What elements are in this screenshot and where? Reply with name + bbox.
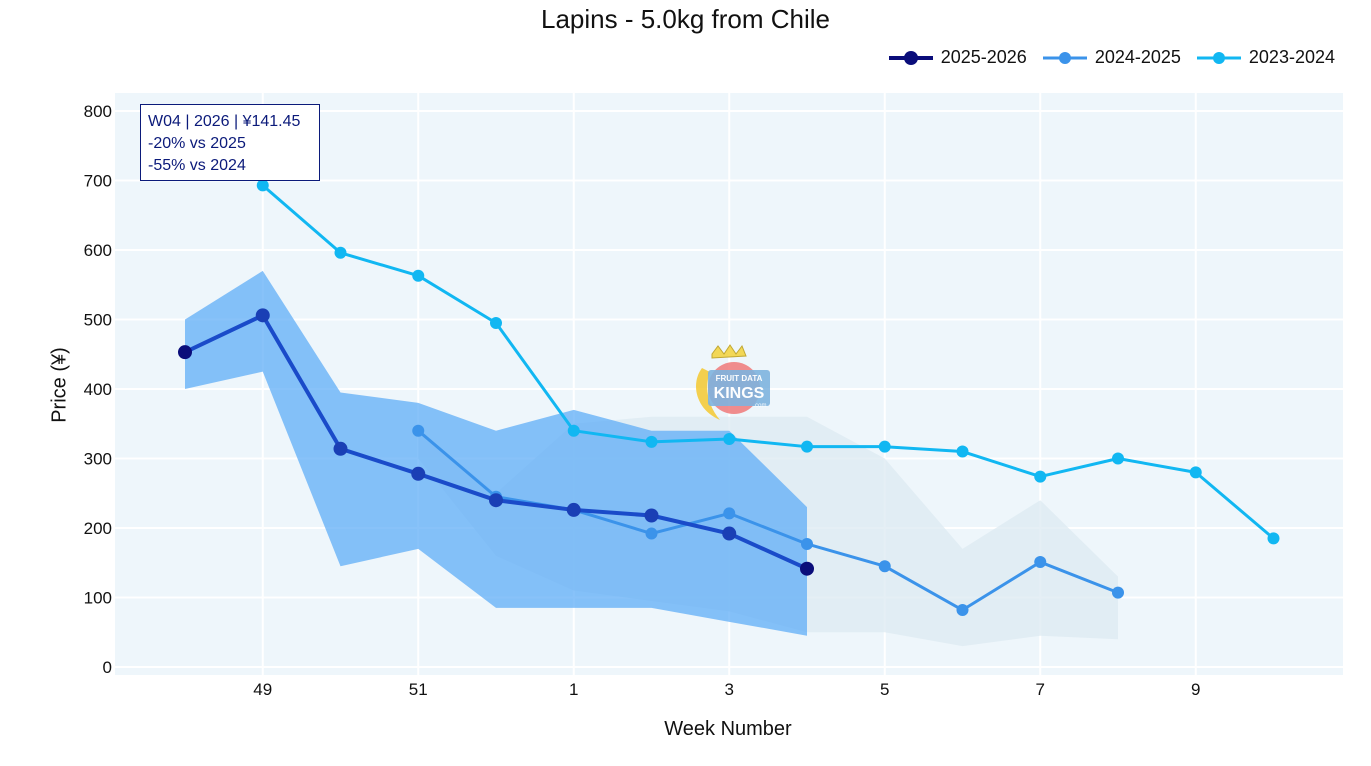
confidence-bands [185,270,1118,647]
point-2025-2026-w4[interactable] [800,561,814,576]
point-2023-2024-w8[interactable] [1112,452,1124,465]
point-2024-2025-w51[interactable] [412,424,425,437]
logo-text-top: FRUIT DATA [716,374,763,383]
logo-text-sub: .com [753,403,766,409]
point-2025-2026-w49[interactable] [255,308,270,323]
fruit-data-kings-logo: FRUIT DATA KINGS .com [696,344,770,420]
point-2023-2024-w2[interactable] [645,435,658,448]
point-2024-2025-w3[interactable] [723,507,736,520]
point-2024-2025-w6[interactable] [956,604,969,617]
legend-swatch-2023-2024 [1196,51,1241,64]
legend-item-2023-2024[interactable]: 2023-2024 [1195,47,1335,68]
legend-swatch-2025-2026 [888,50,933,65]
point-2023-2024-w3[interactable] [723,433,736,446]
y-tick-label: 400 [84,380,112,399]
point-2025-2026-w52[interactable] [489,493,503,508]
x-tick-label: 49 [253,680,272,699]
point-2023-2024-w4[interactable] [801,440,813,453]
annotation-line-2: -20% vs 2025 [148,135,246,152]
point-2023-2024-w51[interactable] [412,269,425,282]
point-2023-2024-w5[interactable] [878,440,891,453]
point-2025-2026-w48[interactable] [178,345,192,360]
x-axis-ticks: 49 51 1 3 5 7 9 [253,680,1200,699]
legend-item-2024-2025[interactable]: 2024-2025 [1041,47,1181,68]
band-2025-2026 [185,270,807,636]
x-tick-label: 1 [569,680,578,699]
y-tick-label: 700 [84,172,112,191]
y-tick-label: 300 [84,450,112,469]
point-2024-2025-w2[interactable] [645,527,658,540]
y-tick-label: 800 [84,102,112,121]
hover-annotation: W04 | 2026 | ¥141.45 -20% vs 2025 -55% v… [140,104,320,181]
legend: 2025-2026 2024-2025 2023-2024 [887,47,1335,68]
annotation-line-3: -55% vs 2024 [148,157,246,174]
y-tick-label: 500 [84,311,112,330]
y-tick-label: 200 [84,519,112,538]
y-axis-ticks: 0 100 200 300 400 500 600 700 800 [84,102,112,677]
point-2023-2024-w6[interactable] [956,445,969,458]
y-tick-label: 0 [103,658,112,677]
x-tick-label: 5 [880,680,889,699]
point-2024-2025-w7[interactable] [1034,556,1047,569]
x-tick-label: 3 [725,680,734,699]
x-axis-label: Week Number [664,718,792,740]
chart-title: Lapins - 5.0kg from Chile [540,4,831,34]
x-tick-label: 7 [1036,680,1045,699]
point-2024-2025-w8[interactable] [1112,586,1124,599]
point-2023-2024-w52[interactable] [490,316,502,329]
point-2025-2026-w50[interactable] [333,441,348,456]
legend-label-2025-2026: 2025-2026 [940,47,1027,67]
logo-text-main: KINGS [714,385,765,402]
legend-label-2023-2024: 2023-2024 [1248,47,1335,67]
y-tick-label: 600 [84,241,112,260]
point-2025-2026-w1[interactable] [566,502,581,517]
x-tick-label: 9 [1191,680,1200,699]
point-2025-2026-w3[interactable] [722,526,737,541]
legend-swatch-2024-2025 [1042,51,1087,64]
x-tick-label: 51 [409,680,428,699]
point-2024-2025-w5[interactable] [878,560,891,573]
legend-item-2025-2026[interactable]: 2025-2026 [887,47,1027,68]
point-2025-2026-w2[interactable] [644,508,659,523]
point-2023-2024-w9[interactable] [1189,466,1202,479]
point-2023-2024-w49[interactable] [256,179,269,192]
series-points [178,179,1280,617]
point-2023-2024-w7[interactable] [1034,470,1047,483]
annotation-line-1: W04 | 2026 | ¥141.45 [148,113,301,130]
point-2023-2024-w10[interactable] [1267,532,1280,545]
series-line-2023-2024 [261,184,1275,540]
point-2025-2026-w51[interactable] [411,466,426,481]
legend-label-2024-2025: 2024-2025 [1094,47,1181,67]
y-tick-label: 100 [84,589,112,608]
point-2024-2025-w4[interactable] [801,537,813,550]
y-axis-label: Price (¥) [48,347,71,423]
point-2023-2024-w50[interactable] [334,246,347,259]
point-2023-2024-w1[interactable] [567,424,580,437]
